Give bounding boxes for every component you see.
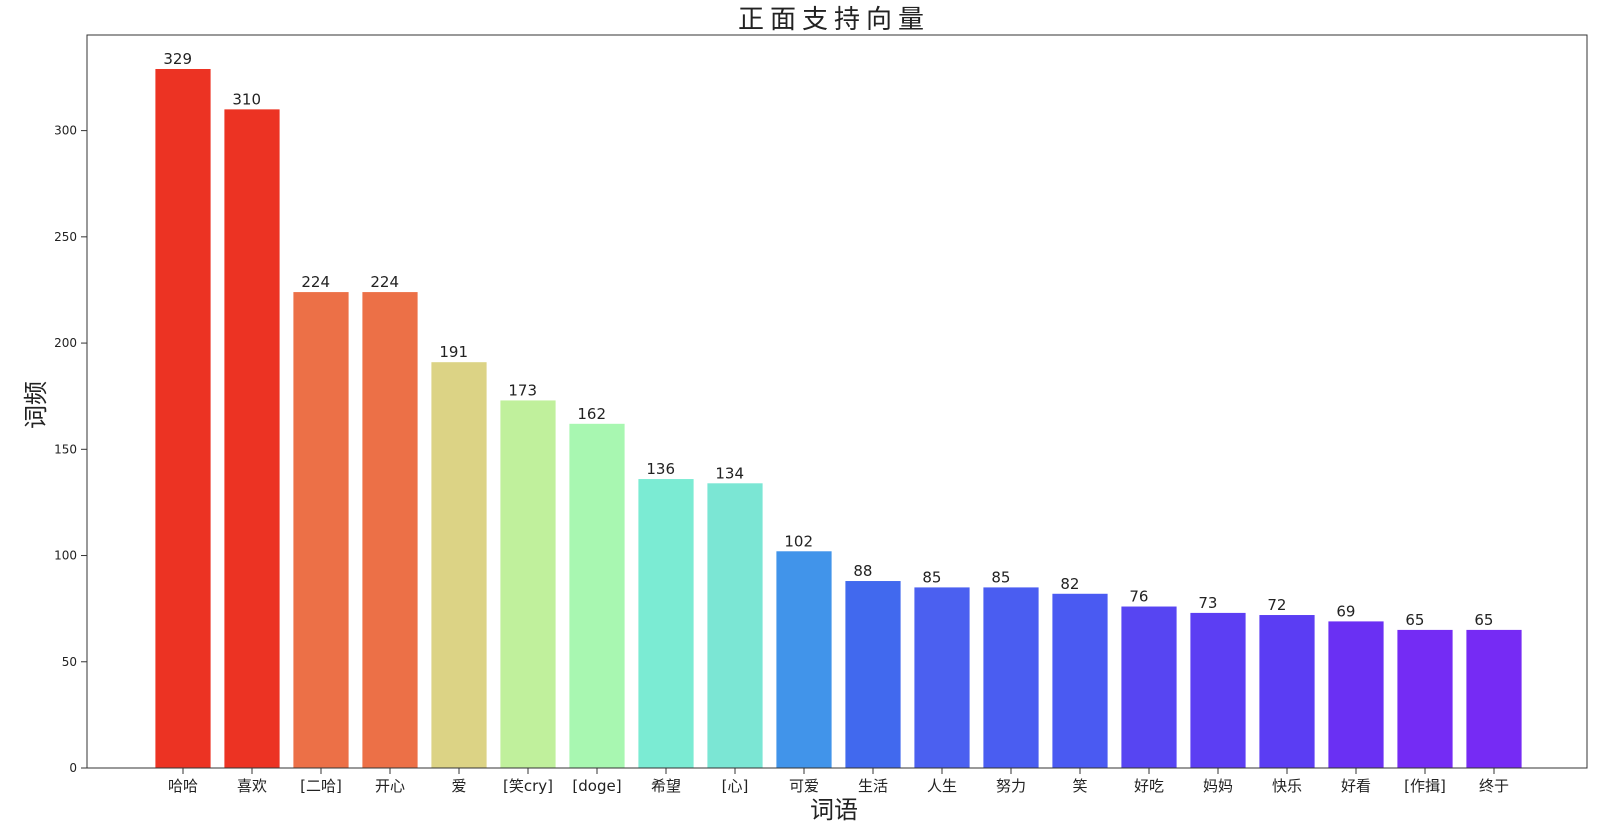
y-tick-label: 100 [54, 549, 77, 563]
x-tick-label: 好吃 [1134, 777, 1164, 795]
x-tick-label: [doge] [572, 777, 621, 795]
x-tick-label: 努力 [996, 777, 1026, 795]
bar [224, 109, 280, 769]
plot-area: 0 50 100 150 200 250 300 329 哈哈 310 喜欢 224 [二哈] 224 开心… [54, 50, 1522, 795]
x-tick-label: 妈妈 [1203, 777, 1233, 795]
bar [638, 479, 694, 768]
x-tick-label: 开心 [375, 777, 405, 795]
bar [1466, 629, 1522, 768]
data-label: 136 [646, 460, 675, 478]
bar [845, 581, 901, 768]
data-label: 69 [1336, 602, 1355, 620]
bar [431, 362, 487, 768]
data-label: 224 [370, 273, 399, 291]
data-label: 73 [1198, 594, 1217, 612]
data-label: 191 [439, 343, 468, 361]
data-label: 134 [715, 464, 744, 482]
x-tick-label: 希望 [651, 777, 681, 795]
bar [707, 483, 763, 768]
bar [569, 423, 625, 768]
bar [1259, 615, 1315, 768]
bar [362, 292, 418, 768]
x-tick-label: [笑cry] [503, 777, 553, 795]
bar [983, 587, 1039, 768]
y-tick-label: 150 [54, 442, 77, 456]
x-tick-label: 人生 [927, 777, 957, 795]
bar [914, 587, 970, 768]
x-tick-label: [作揖] [1404, 777, 1446, 795]
y-tick-label: 50 [62, 655, 77, 669]
bar [1397, 629, 1453, 768]
data-label: 88 [853, 562, 872, 580]
x-tick-label: 生活 [858, 777, 888, 795]
x-tick-label: 哈哈 [168, 777, 198, 795]
data-label: 85 [991, 568, 1010, 586]
bar [1121, 606, 1177, 768]
data-label: 72 [1267, 596, 1286, 614]
x-tick-label: 快乐 [1272, 777, 1302, 795]
x-tick-label: 终于 [1479, 777, 1509, 795]
data-label: 65 [1474, 611, 1493, 629]
bar [1328, 621, 1384, 768]
x-tick-label: [二哈] [300, 777, 342, 795]
data-label: 310 [232, 90, 261, 108]
x-tick-label: 喜欢 [237, 777, 267, 795]
data-label: 329 [163, 50, 192, 68]
bar [155, 68, 211, 768]
y-tick-label: 0 [69, 761, 77, 775]
data-label: 162 [577, 405, 606, 423]
data-label: 173 [508, 381, 537, 399]
chart-title: 正面支持向量 [738, 5, 930, 35]
y-tick-label: 200 [54, 336, 77, 350]
x-axis-title: 词语 [810, 796, 858, 824]
x-tick-label: 可爱 [789, 777, 819, 795]
bar [293, 292, 349, 768]
y-tick-label: 300 [54, 124, 77, 138]
y-axis-title: 词频 [22, 381, 50, 429]
data-label: 65 [1405, 611, 1424, 629]
bar [776, 551, 832, 768]
x-tick-label: 好看 [1341, 777, 1371, 795]
y-tick-label: 250 [54, 230, 77, 244]
plot-frame [86, 34, 1588, 769]
data-label: 224 [301, 273, 330, 291]
x-tick-label: 爱 [451, 777, 466, 795]
data-label: 76 [1129, 588, 1148, 606]
data-label: 82 [1060, 575, 1079, 593]
data-label: 102 [784, 532, 813, 550]
bar [500, 400, 556, 768]
x-tick-label: [心] [722, 777, 749, 795]
data-label: 85 [922, 568, 941, 586]
bar [1190, 612, 1246, 768]
x-tick-label: 笑 [1072, 777, 1087, 795]
bar [1052, 593, 1108, 768]
